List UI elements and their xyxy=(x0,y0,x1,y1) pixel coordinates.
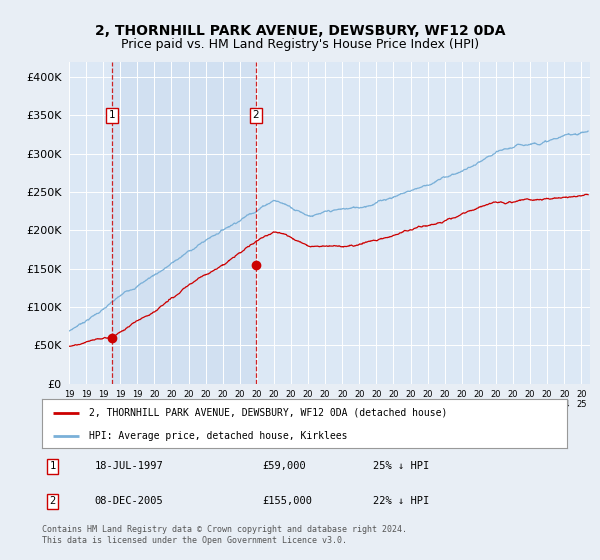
Text: HPI: Average price, detached house, Kirklees: HPI: Average price, detached house, Kirk… xyxy=(89,431,348,441)
Text: 2, THORNHILL PARK AVENUE, DEWSBURY, WF12 0DA: 2, THORNHILL PARK AVENUE, DEWSBURY, WF12… xyxy=(95,24,505,38)
Text: 22% ↓ HPI: 22% ↓ HPI xyxy=(373,496,429,506)
Text: £155,000: £155,000 xyxy=(263,496,313,506)
Text: £59,000: £59,000 xyxy=(263,461,306,471)
Text: 18-JUL-1997: 18-JUL-1997 xyxy=(95,461,163,471)
Text: 2, THORNHILL PARK AVENUE, DEWSBURY, WF12 0DA (detached house): 2, THORNHILL PARK AVENUE, DEWSBURY, WF12… xyxy=(89,408,448,418)
Text: 1: 1 xyxy=(109,110,116,120)
Text: 2: 2 xyxy=(49,496,56,506)
Text: 2: 2 xyxy=(253,110,259,120)
Text: 25% ↓ HPI: 25% ↓ HPI xyxy=(373,461,429,471)
Text: Contains HM Land Registry data © Crown copyright and database right 2024.
This d: Contains HM Land Registry data © Crown c… xyxy=(42,525,407,545)
Text: 1: 1 xyxy=(49,461,56,471)
Text: 08-DEC-2005: 08-DEC-2005 xyxy=(95,496,163,506)
Bar xyxy=(112,62,256,384)
Text: Price paid vs. HM Land Registry's House Price Index (HPI): Price paid vs. HM Land Registry's House … xyxy=(121,38,479,51)
